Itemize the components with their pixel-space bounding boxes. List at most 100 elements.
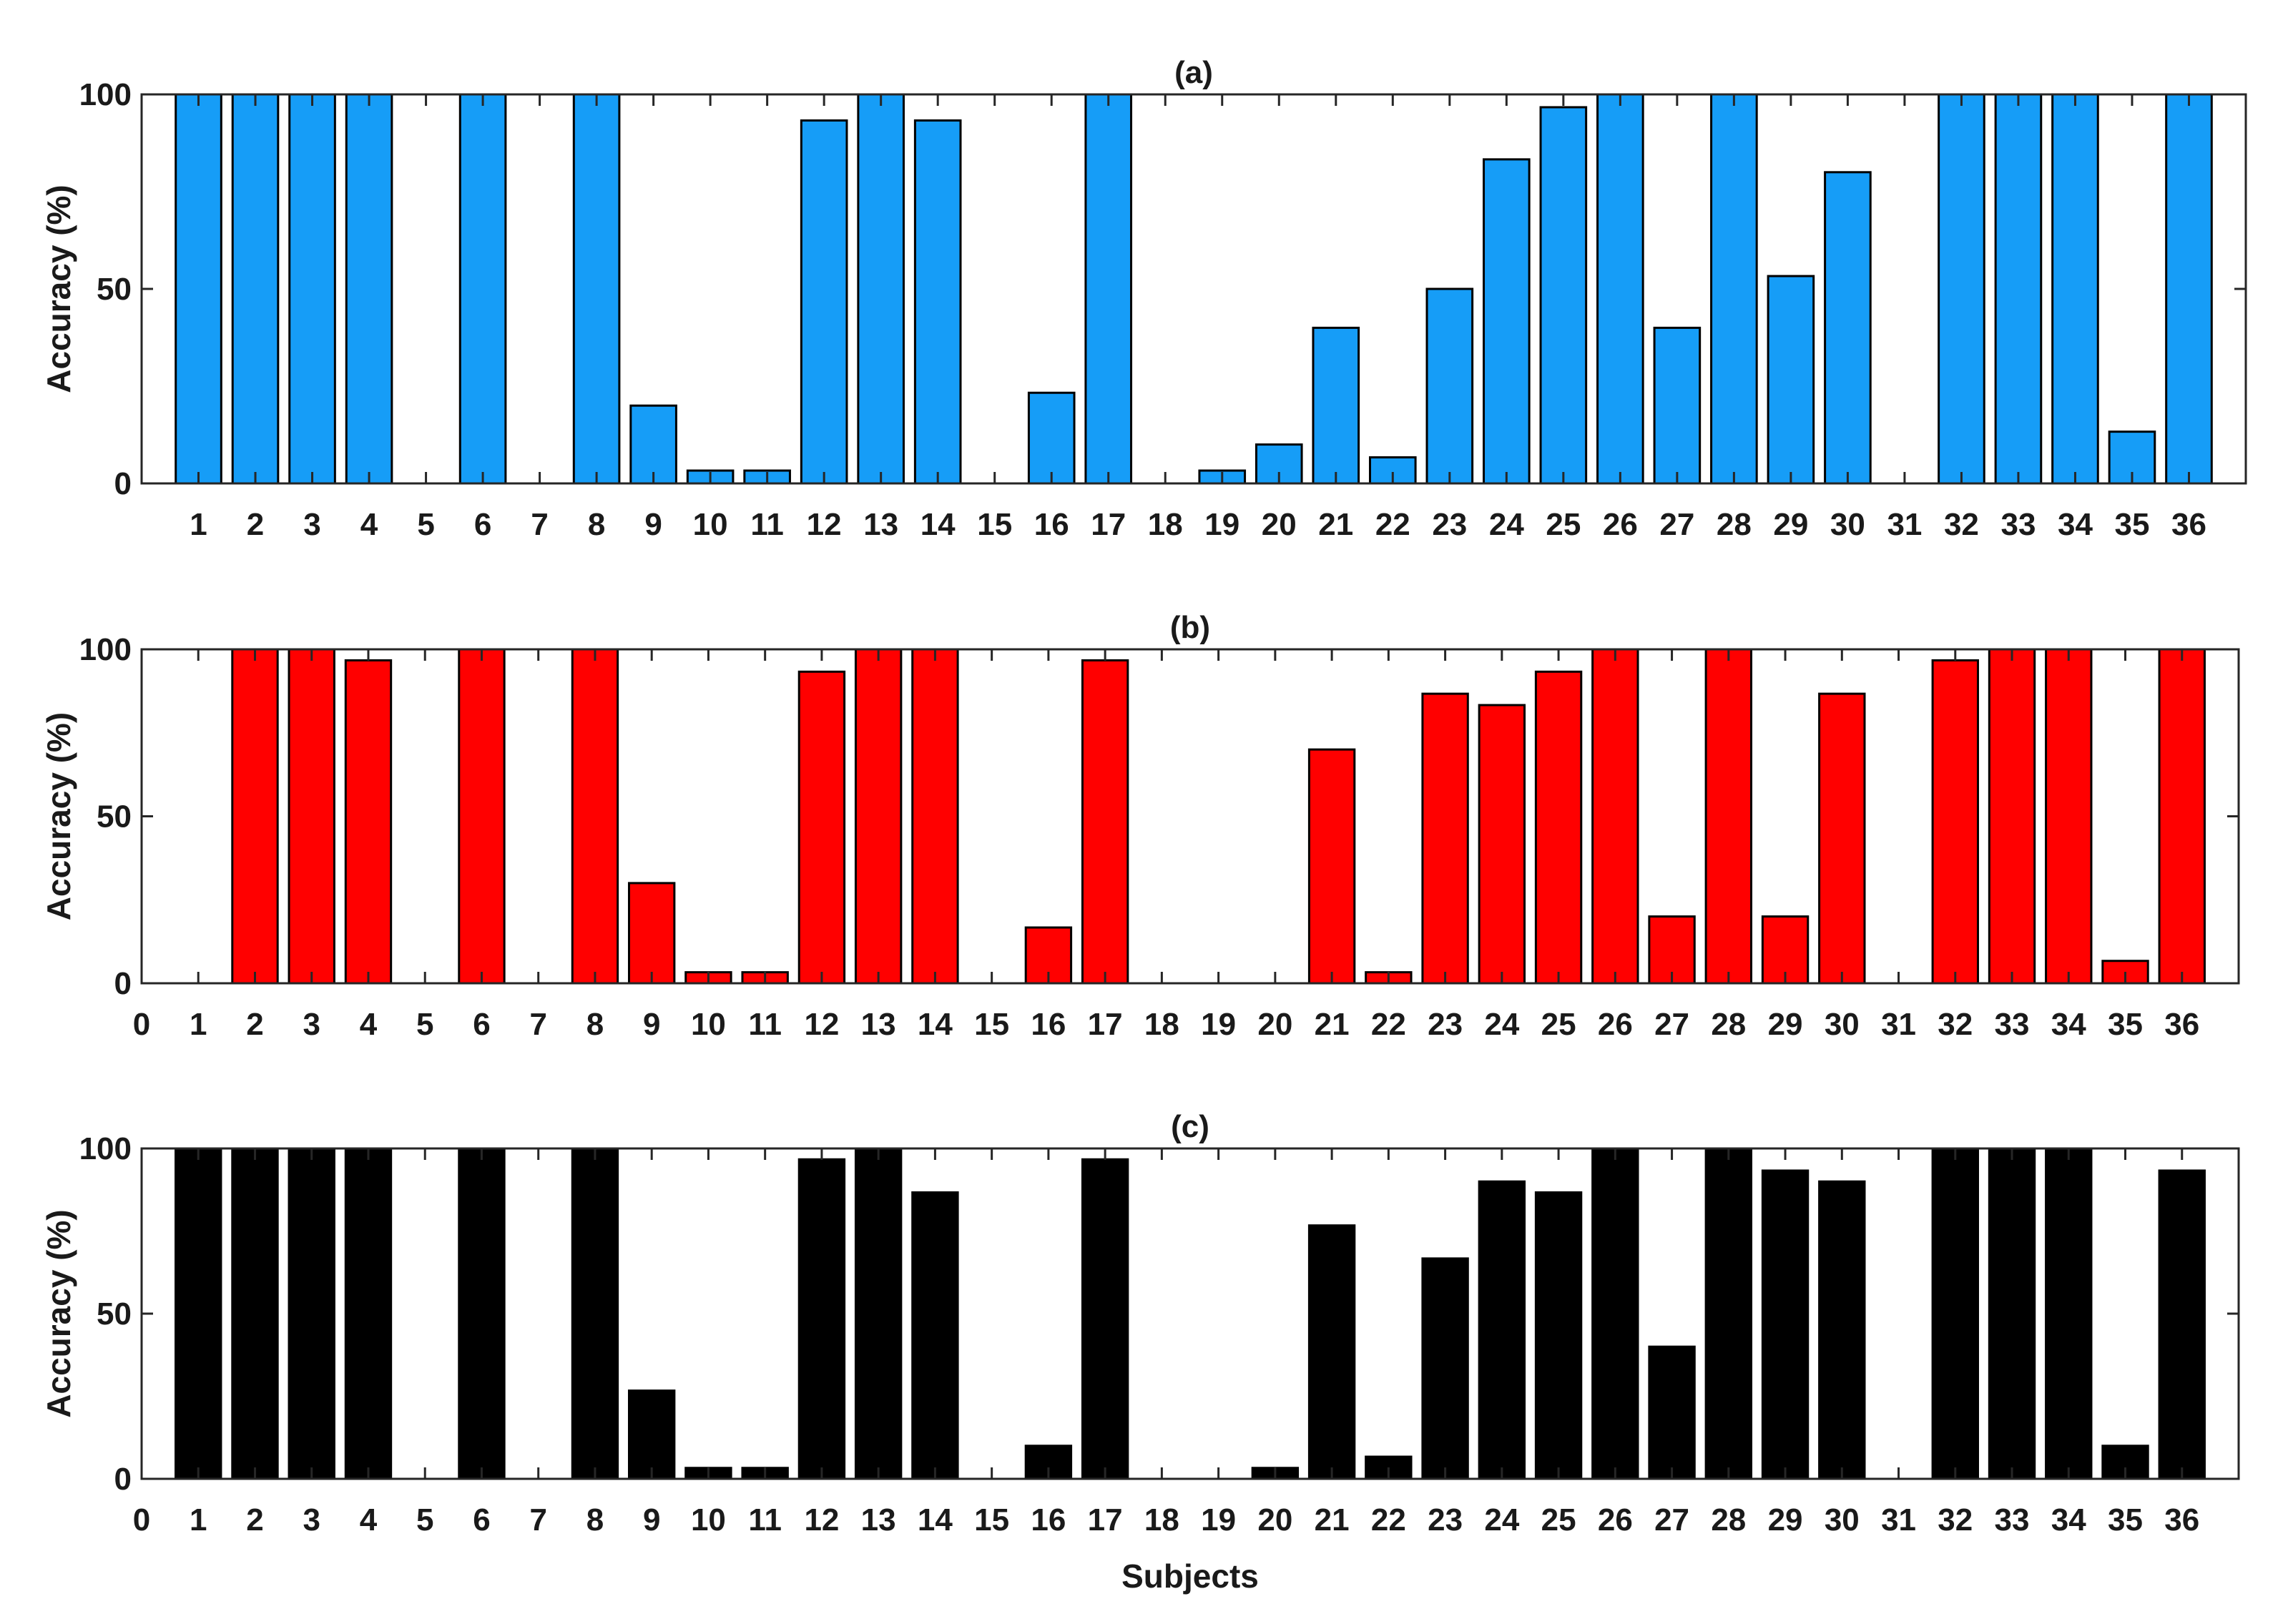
x-tick-label: 29	[1768, 1502, 1803, 1537]
x-tick-label: 27	[1654, 1007, 1689, 1042]
x-tick-label: 35	[2108, 1502, 2143, 1537]
plot-area	[142, 1148, 2239, 1479]
bar-subject-26	[1596, 93, 1644, 485]
x-tick-label: 31	[1881, 1007, 1916, 1042]
bar-subject-13	[854, 648, 903, 985]
x-tick-label: 20	[1262, 507, 1297, 542]
x-tick-label: 3	[303, 1007, 320, 1042]
bar-subject-33	[1988, 1147, 2036, 1480]
x-tick-label: 22	[1371, 1007, 1406, 1042]
y-tick-label: 50	[97, 799, 132, 835]
x-tick-label: 10	[691, 1007, 726, 1042]
x-tick-label: 1	[190, 507, 207, 542]
x-tick-label: 33	[1995, 1007, 2030, 1042]
x-tick-label: 28	[1711, 1502, 1746, 1537]
bar-subject-14	[911, 648, 959, 985]
x-tick-label: 25	[1546, 507, 1581, 542]
x-tick-label: 7	[529, 1502, 546, 1537]
bar-subject-2	[231, 1147, 279, 1480]
x-tick-label: 14	[918, 1502, 953, 1537]
x-tick-label: 35	[2108, 1007, 2143, 1042]
bar-subject-26	[1591, 648, 1639, 985]
bar-subject-4	[344, 1147, 393, 1480]
panels: 1 2 3 4 5 6 7 8 9 10 11 12 13 14 15 16 17 18 19 20 21 22 23 24 2…	[40, 55, 2247, 1537]
x-tick-label: 19	[1201, 1502, 1236, 1537]
x-tick-label: 13	[863, 507, 898, 542]
bar-subject-25	[1534, 670, 1583, 985]
x-tick-label: 20	[1257, 1007, 1292, 1042]
x-tick-label: 18	[1144, 1502, 1179, 1537]
bar-subject-8	[572, 93, 621, 485]
bar-subject-27	[1648, 915, 1696, 985]
x-tick-label: 15	[977, 507, 1012, 542]
x-tick-label: 33	[2000, 507, 2036, 542]
bar-subject-23	[1425, 287, 1474, 485]
x-tick-label: 7	[529, 1007, 546, 1042]
x-tick-label: 13	[861, 1502, 896, 1537]
bar-subject-1	[175, 93, 222, 485]
x-tick-label: 21	[1315, 1007, 1350, 1042]
bar-subject-27	[1653, 326, 1702, 485]
y-tick-label: 0	[114, 966, 132, 1001]
x-tick-label: 32	[1938, 1007, 1973, 1042]
x-tick-label: 21	[1318, 507, 1353, 542]
bar-subject-33	[1988, 648, 2036, 985]
x-tick-label: 24	[1489, 507, 1524, 542]
y-tick-label: 100	[79, 1131, 132, 1166]
bar-subject-6	[458, 1147, 506, 1480]
x-tick-label: 32	[1938, 1502, 1973, 1537]
x-tick-label: 3	[303, 1502, 320, 1537]
bar-subject-12	[797, 670, 846, 985]
panel-title: (a)	[1174, 55, 1213, 90]
bar-subject-25	[1534, 1191, 1583, 1480]
x-tick-label: 3	[303, 507, 320, 542]
x-tick-label: 9	[643, 1502, 660, 1537]
x-tick-label: 34	[2051, 1007, 2086, 1042]
bar-subject-14	[913, 119, 962, 485]
x-tick-label: 20	[1257, 1502, 1292, 1537]
x-tick-label: 4	[360, 1007, 378, 1042]
chart-panel-a: 1 2 3 4 5 6 7 8 9 10 11 12 13 14 15 16 17 18 19 20 21 22 23 24 2…	[40, 55, 2247, 542]
bar-subject-27	[1648, 1345, 1696, 1480]
bar-subject-36	[2158, 648, 2206, 985]
x-tick-label: 22	[1371, 1502, 1406, 1537]
bar-subject-36	[2158, 1169, 2206, 1480]
bar-subject-32	[1931, 659, 1979, 985]
x-tick-label: 23	[1428, 1502, 1463, 1537]
x-tick-label: 25	[1541, 1007, 1576, 1042]
x-tick-label: 11	[748, 1502, 782, 1537]
x-tick-label: 0	[133, 1502, 150, 1537]
x-tick-label: 28	[1711, 1007, 1746, 1042]
figure-x-axis-label: Subjects	[1121, 1557, 1259, 1595]
x-tick-label: 7	[531, 507, 548, 542]
bar-subject-23	[1421, 1257, 1469, 1480]
bar-subject-21	[1307, 748, 1356, 985]
x-tick-label: 14	[918, 1007, 953, 1042]
x-tick-label: 19	[1204, 507, 1239, 542]
x-tick-label: 33	[1995, 1502, 2030, 1537]
bar-subject-32	[1931, 1147, 1979, 1480]
bar-subject-30	[1818, 1180, 1866, 1480]
y-tick-label: 0	[114, 1462, 132, 1497]
x-tick-label: 26	[1603, 507, 1638, 542]
bar-subject-4	[345, 93, 393, 485]
x-tick-label: 16	[1034, 507, 1069, 542]
bar-subject-13	[854, 1147, 903, 1480]
x-tick-label: 1	[190, 1502, 207, 1537]
x-tick-label: 0	[133, 1007, 150, 1042]
x-tick-label: 21	[1315, 1502, 1350, 1537]
x-tick-label: 1	[190, 1007, 207, 1042]
x-tick-label: 9	[644, 507, 662, 542]
x-tick-label: 4	[360, 507, 378, 542]
x-tick-label: 34	[2051, 1502, 2086, 1537]
bar-subject-6	[458, 648, 506, 985]
x-tick-label: 23	[1428, 1007, 1463, 1042]
x-tick-label: 11	[748, 1007, 782, 1042]
bar-subject-33	[1994, 93, 2043, 485]
plot-area	[142, 649, 2239, 983]
bar-subject-30	[1818, 692, 1866, 985]
x-tick-label: 28	[1717, 507, 1752, 542]
bar-subject-34	[2045, 648, 2093, 985]
x-tick-label: 10	[691, 1502, 726, 1537]
